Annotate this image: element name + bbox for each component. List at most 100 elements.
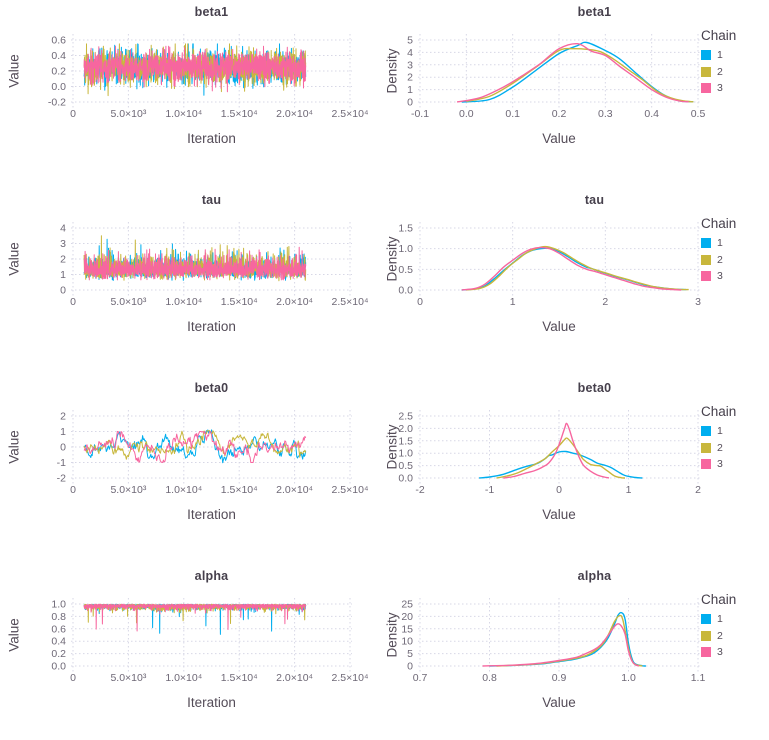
trace-plot-beta1: -0.2 0.0 0.2 0.4 0.6 0 5.0×10³ 1.0×10⁴ 1.5×10⁴ 2.…	[48, 34, 369, 121]
tick-labels: 0.00.20.40.60.81.0 0 5.0×10³ 1.0×10⁴ 1.5×10⁴…	[51, 599, 368, 685]
trace-plot-tau: 0 1 2 3 4 0 5.0×10³ 1.0×10⁴ 1.5×10⁴ 2.0×10⁴ 2.5×10…	[60, 222, 368, 309]
plot-title: tau	[584, 193, 605, 207]
y-tick-label: 0.6	[51, 623, 66, 635]
x-tick-label: 2.5×10⁴	[332, 296, 369, 308]
density-panel-beta0: beta0 Density 0.0 0.5 1.0 1.5 2.0 2.5 -2 -1 0 1 2 …	[380, 376, 769, 552]
legend-item-3: 3	[701, 459, 736, 470]
legend-label: 3	[717, 82, 723, 94]
series-chain-3	[83, 603, 307, 632]
x-tick-label: -0.1	[411, 108, 429, 120]
y-tick-label: 1	[60, 269, 66, 281]
series-chain-3	[456, 42, 689, 103]
y-tick-label: 0.6	[51, 35, 66, 47]
legend-swatch-icon	[701, 66, 711, 77]
series-chain-3	[503, 422, 610, 479]
x-tick-label: 0	[417, 296, 423, 308]
tick-labels: -0.2 0.0 0.2 0.4 0.6 0 5.0×10³ 1.0×10⁴ 1.5×10⁴ 2.…	[48, 35, 369, 121]
series-chain-2	[466, 245, 689, 291]
x-tick-label: 2.0×10⁴	[276, 296, 313, 308]
x-axis-label: Value	[542, 695, 576, 710]
y-tick-label: 4	[60, 223, 66, 235]
x-tick-label: 0	[556, 484, 562, 496]
legend-swatch-icon	[701, 254, 711, 265]
legend-item-1: 1	[701, 426, 736, 437]
legend-swatch-icon	[701, 426, 711, 437]
y-tick-label: 4	[407, 47, 413, 59]
legend-item-3: 3	[701, 271, 736, 282]
x-tick-label: 1.0×10⁴	[165, 108, 202, 120]
legend-swatch-icon	[701, 50, 711, 61]
y-tick-label: 0.0	[398, 473, 413, 485]
legend-item-2: 2	[701, 254, 736, 266]
x-tick-label: 2.0×10⁴	[276, 672, 313, 684]
plot-title: alpha	[194, 569, 229, 583]
y-tick-label: 0	[60, 442, 66, 454]
tick-labels: -2 -1 0 1 2 0 5.0×10³ 1.0×10⁴ 1.5×10⁴ 2.0×10⁴ 2.5×…	[57, 411, 369, 497]
chain-legend: Chain 1 2 3	[701, 216, 736, 288]
tick-labels: 0 1 2 3 4 0 5.0×10³ 1.0×10⁴ 1.5×10⁴ 2.0×10⁴ 2.5×10…	[60, 223, 368, 309]
y-tick-label: 1.5	[398, 223, 413, 235]
y-tick-label: 3	[407, 59, 413, 71]
y-tick-label: 2	[60, 254, 66, 266]
figure-row-beta1: beta1 Value -0.2 0.0 0.2 0.4 0.6 0 5.0×10³ 1.0×…	[0, 0, 769, 176]
y-tick-label: 0.0	[51, 81, 66, 93]
x-tick-label: 5.0×10³	[110, 296, 146, 308]
legend-item-3: 3	[701, 83, 736, 94]
chain-legend: Chain 1 2 3	[701, 404, 736, 476]
y-tick-label: 0.5	[398, 460, 413, 472]
series-chain-3	[461, 246, 682, 291]
y-tick-label: 1	[407, 84, 413, 96]
x-axis-label: Iteration	[187, 131, 236, 146]
x-tick-label: 5.0×10³	[110, 108, 146, 120]
legend-item-2: 2	[701, 442, 736, 454]
x-axis-label: Value	[542, 319, 576, 334]
chain-legend: Chain 1 2 3	[701, 592, 736, 664]
legend-label: 2	[717, 65, 723, 78]
y-tick-label: 1.0	[398, 243, 413, 255]
plot-title: beta0	[577, 381, 612, 395]
x-tick-label: 5.0×10³	[110, 672, 146, 684]
gridlines	[418, 598, 700, 672]
legend-item-1: 1	[701, 614, 736, 625]
legend-item-1: 1	[701, 50, 736, 61]
x-axis-label: Iteration	[187, 507, 236, 522]
gridlines	[418, 410, 700, 484]
x-tick-label: 2	[602, 296, 608, 308]
x-tick-label: 0.2	[552, 108, 567, 120]
y-tick-label: 0.2	[51, 66, 66, 78]
y-tick-label: 2.5	[398, 411, 413, 423]
plot-title: beta1	[194, 5, 229, 19]
y-tick-label: 1	[60, 426, 66, 438]
x-tick-label: 2.5×10⁴	[332, 672, 369, 684]
x-tick-label: 0.5	[691, 108, 706, 120]
x-tick-label: 0.9	[552, 672, 567, 684]
x-tick-label: 0.8	[482, 672, 497, 684]
x-tick-label: 1.0	[621, 672, 636, 684]
y-tick-label: 0.4	[51, 636, 66, 648]
legend-title: Chain	[701, 404, 737, 419]
figure-row-tau: tau Value 0 1 2 3 4 0 5.0×10³ 1.0×10⁴ 1.5×10⁴ 2.0…	[0, 176, 769, 364]
legend-swatch-icon	[701, 271, 711, 282]
legend-label: 3	[717, 270, 723, 282]
x-tick-label: 0.4	[644, 108, 659, 120]
y-tick-label: -2	[57, 473, 66, 485]
series-chain-2	[496, 437, 626, 479]
legend-title: Chain	[701, 216, 737, 231]
series-chain-3	[482, 623, 640, 667]
x-tick-label: 1	[626, 484, 632, 496]
legend-swatch-icon	[701, 614, 711, 625]
legend-swatch-icon	[701, 238, 711, 249]
y-tick-label: 10	[401, 636, 413, 648]
x-axis-label: Value	[542, 507, 576, 522]
x-tick-label: 0	[70, 296, 76, 308]
plot-title: alpha	[577, 569, 612, 583]
series-chain-2	[466, 47, 694, 103]
series-chain-3	[83, 246, 307, 281]
x-tick-label: 0.7	[413, 672, 428, 684]
x-tick-label: 2.0×10⁴	[276, 108, 313, 120]
gridlines	[418, 222, 700, 296]
y-tick-label: 1.0	[398, 448, 413, 460]
y-tick-label: 1.0	[51, 599, 66, 611]
